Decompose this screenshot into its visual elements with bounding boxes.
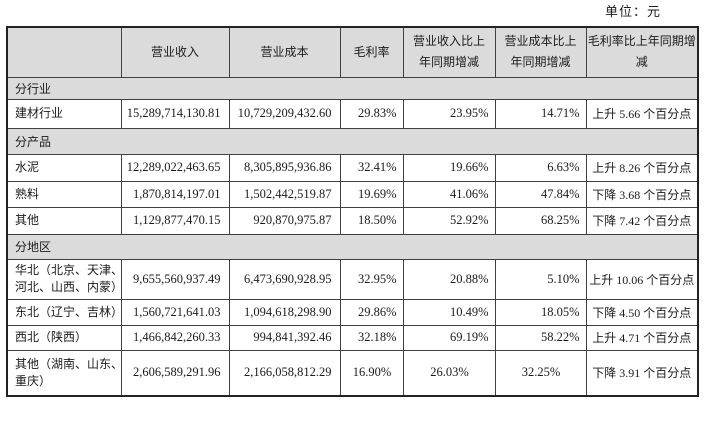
margin-cell: 16.90% (339, 349, 404, 397)
cost-yoy-cell: 58.22% (494, 324, 587, 351)
table-row: 水泥 12,289,022,463.65 8,305,895,936.86 32… (6, 153, 699, 182)
row-label-cell: 建材行业 (6, 98, 122, 129)
revenue-cell: 9,655,560,937.49 (120, 258, 230, 300)
margin-cell: 19.69% (339, 180, 404, 208)
cost-yoy-cell: 47.84% (494, 180, 587, 208)
revenue-yoy-cell: 19.66% (402, 153, 496, 182)
table-row: 西北（陕西） 1,466,842,260.33 994,841,392.46 3… (6, 324, 699, 351)
cost-cell: 8,305,895,936.86 (228, 153, 341, 182)
margin-yoy-cell: 下降 3.68 个百分点 (585, 180, 699, 208)
table-row: 华北（北京、天津、 河北、山西、内蒙） 9,655,560,937.49 6,4… (6, 258, 699, 300)
cost-yoy-cell: 68.25% (494, 206, 587, 235)
section-row-region: 分地区 (6, 233, 699, 260)
revenue-cell: 15,289,714,130.81 (120, 98, 230, 129)
cost-cell: 1,094,618,298.90 (228, 298, 341, 326)
revenue-yoy-cell: 69.19% (402, 324, 496, 351)
margin-yoy-cell: 上升 4.71 个百分点 (585, 324, 699, 351)
cost-cell: 6,473,690,928.95 (228, 258, 341, 300)
margin-yoy-cell: 上升 10.06 个百分点 (585, 258, 699, 300)
revenue-cell: 1,560,721,641.03 (120, 298, 230, 326)
margin-yoy-cell: 上升 5.66 个百分点 (585, 98, 699, 129)
revenue-yoy-cell: 10.49% (402, 298, 496, 326)
margin-yoy-cell: 上升 8.26 个百分点 (585, 153, 699, 182)
cost-cell: 920,870,975.87 (228, 206, 341, 235)
revenue-yoy-cell: 23.95% (402, 98, 496, 129)
margin-cell: 18.50% (339, 206, 404, 235)
margin-cell: 29.83% (339, 98, 404, 129)
cost-yoy-cell: 32.25% (494, 349, 587, 397)
row-label-cell: 华北（北京、天津、 河北、山西、内蒙） (6, 258, 122, 300)
section-header-cell: 分行业 (6, 76, 699, 100)
row-label-cell: 东北（辽宁、吉林） (6, 298, 122, 326)
revenue-yoy-cell: 20.88% (402, 258, 496, 300)
margin-cell: 32.41% (339, 153, 404, 182)
section-header-cell: 分地区 (6, 233, 699, 260)
header-row: 营业收入 营业成本 毛利率 营业收入比上 年同期增减 营业成本比上 年同期增减 … (6, 26, 699, 78)
cost-yoy-cell: 6.63% (494, 153, 587, 182)
row-label-cell: 水泥 (6, 153, 122, 182)
table-row: 东北（辽宁、吉林） 1,560,721,641.03 1,094,618,298… (6, 298, 699, 326)
margin-yoy-cell: 下降 3.91 个百分点 (585, 349, 699, 397)
margin-cell: 32.95% (339, 258, 404, 300)
section-header-cell: 分产品 (6, 127, 699, 155)
col-header-margin-yoy: 毛利率比上年同期增 减 (585, 26, 699, 78)
margin-yoy-cell: 下降 7.42 个百分点 (585, 206, 699, 235)
cost-cell: 994,841,392.46 (228, 324, 341, 351)
cost-cell: 1,502,442,519.87 (228, 180, 341, 208)
revenue-cell: 1,129,877,470.15 (120, 206, 230, 235)
margin-cell: 32.18% (339, 324, 404, 351)
cost-yoy-cell: 14.71% (494, 98, 587, 129)
section-row-product: 分产品 (6, 127, 699, 155)
col-header-blank (6, 26, 122, 78)
revenue-yoy-cell: 26.03% (402, 349, 496, 397)
cost-yoy-cell: 5.10% (494, 258, 587, 300)
revenue-cell: 1,466,842,260.33 (120, 324, 230, 351)
col-header-cost: 营业成本 (228, 26, 341, 78)
table-row: 建材行业 15,289,714,130.81 10,729,209,432.60… (6, 98, 699, 129)
revenue-yoy-cell: 52.92% (402, 206, 496, 235)
table-row: 其他 1,129,877,470.15 920,870,975.87 18.50… (6, 206, 699, 235)
row-label-cell: 其他 (6, 206, 122, 235)
revenue-cell: 1,870,814,197.01 (120, 180, 230, 208)
revenue-yoy-cell: 41.06% (402, 180, 496, 208)
margin-yoy-cell: 下降 4.50 个百分点 (585, 298, 699, 326)
margin-cell: 29.86% (339, 298, 404, 326)
col-header-revenue-yoy: 营业收入比上 年同期增减 (402, 26, 496, 78)
col-header-cost-yoy: 营业成本比上 年同期增减 (494, 26, 587, 78)
table-row: 熟料 1,870,814,197.01 1,502,442,519.87 19.… (6, 180, 699, 208)
row-label-cell: 其他（湖南、山东、 重庆） (6, 349, 122, 397)
col-header-revenue: 营业收入 (120, 26, 230, 78)
revenue-cell: 12,289,022,463.65 (120, 153, 230, 182)
section-row-industry: 分行业 (6, 76, 699, 100)
table-row: 其他（湖南、山东、 重庆） 2,606,589,291.96 2,166,058… (6, 349, 699, 397)
cost-cell: 10,729,209,432.60 (228, 98, 341, 129)
cost-cell: 2,166,058,812.29 (228, 349, 341, 397)
segment-table: 营业收入 营业成本 毛利率 营业收入比上 年同期增减 营业成本比上 年同期增减 … (6, 26, 699, 397)
col-header-margin: 毛利率 (339, 26, 404, 78)
cost-yoy-cell: 18.05% (494, 298, 587, 326)
unit-label: 单位：元 (604, 4, 661, 19)
revenue-cell: 2,606,589,291.96 (120, 349, 230, 397)
row-label-cell: 西北（陕西） (6, 324, 122, 351)
row-label-cell: 熟料 (6, 180, 122, 208)
